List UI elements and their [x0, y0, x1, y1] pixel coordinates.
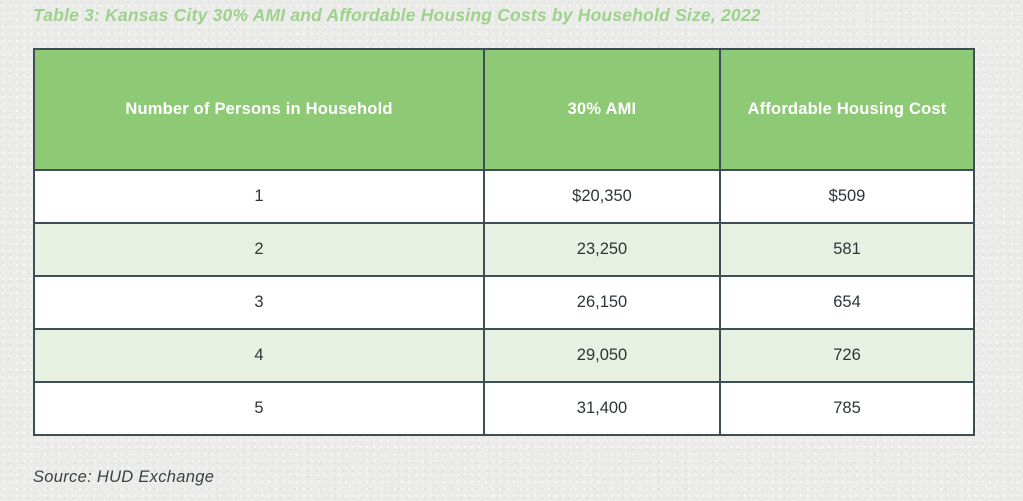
table-cell-ami: 31,400: [483, 381, 721, 436]
table-cell-ami: 23,250: [483, 222, 721, 277]
table-header: Number of Persons in Household 30% AMI A…: [33, 48, 975, 171]
table-header-row: Number of Persons in Household 30% AMI A…: [33, 48, 975, 171]
table-cell-ami: 26,150: [483, 275, 721, 330]
table-cell-persons: 1: [33, 169, 485, 224]
table-row: 3 26,150 654: [33, 275, 975, 330]
header-cell-ami: 30% AMI: [483, 48, 721, 171]
table-cell-housing-cost: 726: [719, 328, 975, 383]
table-row: 1 $20,350 $509: [33, 169, 975, 224]
table-row: 5 31,400 785: [33, 381, 975, 436]
table-body: 1 $20,350 $509 2 23,250 581 3 26,150 654…: [33, 169, 975, 436]
ami-housing-cost-table: Number of Persons in Household 30% AMI A…: [33, 48, 975, 436]
table-cell-persons: 5: [33, 381, 485, 436]
source-note: Source: HUD Exchange: [33, 468, 215, 486]
table-cell-housing-cost: 654: [719, 275, 975, 330]
table-cell-housing-cost: 785: [719, 381, 975, 436]
table-cell-persons: 2: [33, 222, 485, 277]
table-row: 4 29,050 726: [33, 328, 975, 383]
header-cell-persons: Number of Persons in Household: [33, 48, 485, 171]
table-cell-persons: 3: [33, 275, 485, 330]
table-cell-housing-cost: 581: [719, 222, 975, 277]
table-cell-ami: $20,350: [483, 169, 721, 224]
header-cell-housing-cost: Affordable Housing Cost: [719, 48, 975, 171]
page-title: Table 3: Kansas City 30% AMI and Afforda…: [33, 5, 761, 25]
table-cell-persons: 4: [33, 328, 485, 383]
table-row: 2 23,250 581: [33, 222, 975, 277]
table-cell-housing-cost: $509: [719, 169, 975, 224]
table-cell-ami: 29,050: [483, 328, 721, 383]
